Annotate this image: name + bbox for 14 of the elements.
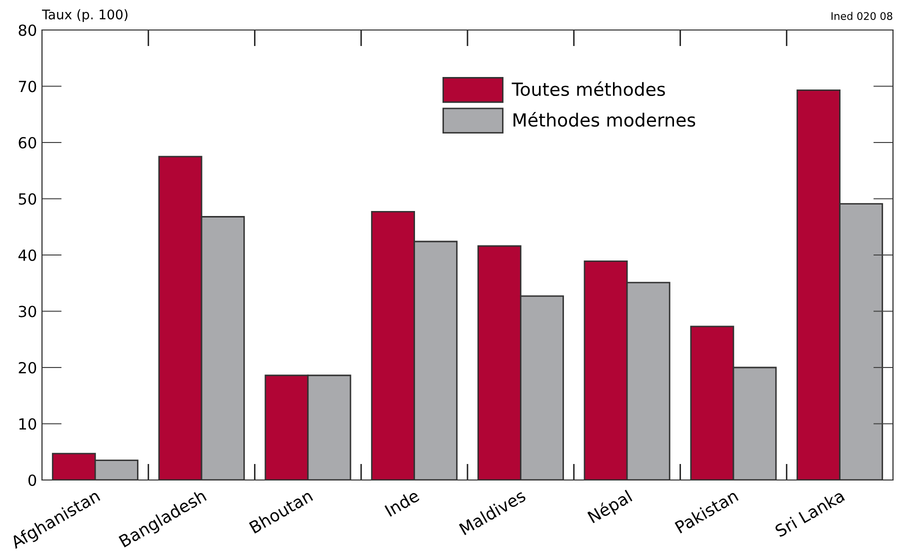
y-tick-label: 0 [28,474,36,486]
legend-label: Toutes méthodes [512,81,665,96]
legend-label: Méthodes modernes [514,112,696,127]
y-tick-label: 10 [19,418,36,430]
y-tick-label: 20 [18,362,36,374]
y-tick-label: 70 [18,80,36,92]
y-tick-label: 80 [18,24,36,36]
y-tick-label: 40 [18,249,36,262]
y-tick-label: 30 [18,306,36,318]
y-axis-title: Taux (p. 100) [42,9,128,22]
text: Ined 020 08 [832,12,892,20]
y-tick-label: 50 [18,193,36,205]
x-tick-label: Inde [384,488,420,517]
y-tick-label: 60 [18,136,36,149]
